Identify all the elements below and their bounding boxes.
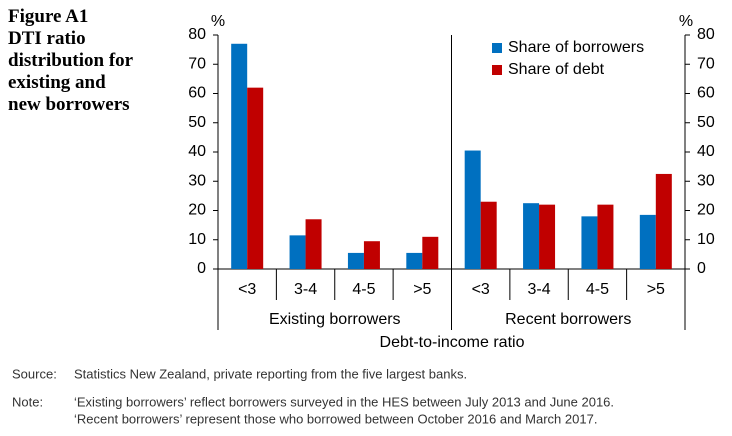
bar bbox=[289, 235, 306, 269]
x-tick-label: >5 bbox=[647, 281, 665, 298]
y-tick-label: 80 bbox=[188, 26, 206, 43]
chart-title: DTI ratio distribution for existing and … bbox=[8, 28, 133, 115]
y-tick-label: 70 bbox=[188, 55, 206, 72]
y2-tick-label: 40 bbox=[697, 143, 715, 160]
bar bbox=[247, 87, 264, 270]
bar bbox=[305, 219, 322, 269]
legend-label: Share of debt bbox=[508, 61, 605, 78]
group-label: Recent borrowers bbox=[505, 311, 631, 328]
title-block: Figure A1 DTI ratio distribution for exi… bbox=[8, 6, 138, 116]
legend-label: Share of borrowers bbox=[508, 39, 644, 56]
y-tick-label: 60 bbox=[188, 85, 206, 102]
x-tick-label: <3 bbox=[238, 281, 256, 298]
y-tick-label: 0 bbox=[197, 260, 206, 277]
x-tick-label: <3 bbox=[472, 281, 490, 298]
y-tick-label: 10 bbox=[188, 231, 206, 248]
source-text: Statistics New Zealand, private reportin… bbox=[74, 366, 467, 381]
bar bbox=[639, 214, 656, 269]
figure-label: Figure A1 bbox=[8, 6, 89, 27]
bar bbox=[422, 236, 439, 269]
y-tick-label: 30 bbox=[188, 172, 206, 189]
bar bbox=[464, 150, 481, 269]
bar bbox=[655, 173, 672, 269]
bar bbox=[363, 241, 380, 269]
bar bbox=[539, 204, 556, 269]
bar bbox=[231, 43, 248, 270]
bar bbox=[581, 216, 598, 269]
x-tick-label: 4-5 bbox=[586, 281, 609, 298]
y2-tick-label: 60 bbox=[697, 85, 715, 102]
x-tick-label: 4-5 bbox=[352, 281, 375, 298]
bar bbox=[523, 203, 540, 269]
group-label: Existing borrowers bbox=[269, 311, 401, 328]
y2-tick-label: 50 bbox=[697, 114, 715, 131]
bar bbox=[597, 204, 614, 269]
y2-tick-label: 30 bbox=[697, 172, 715, 189]
y-tick-label: 40 bbox=[188, 143, 206, 160]
x-tick-label: >5 bbox=[413, 281, 431, 298]
y-tick-label: 20 bbox=[188, 202, 206, 219]
y2-unit-label: % bbox=[679, 13, 693, 30]
note-text: ‘Existing borrowers’ reflect borrowers s… bbox=[74, 394, 614, 409]
bar bbox=[347, 252, 364, 269]
bar bbox=[480, 201, 497, 269]
y2-tick-label: 0 bbox=[697, 260, 706, 277]
x-axis-title: Debt-to-income ratio bbox=[380, 334, 525, 351]
x-tick-label: 3-4 bbox=[294, 281, 317, 298]
y-unit-label: % bbox=[211, 13, 225, 30]
note-label: Note: bbox=[12, 394, 43, 409]
y2-tick-label: 10 bbox=[697, 231, 715, 248]
legend-swatch bbox=[492, 43, 502, 53]
y2-tick-label: 70 bbox=[697, 55, 715, 72]
legend-swatch bbox=[492, 65, 502, 75]
y2-tick-label: 20 bbox=[697, 202, 715, 219]
y-tick-label: 50 bbox=[188, 114, 206, 131]
source-label: Source: bbox=[12, 366, 57, 381]
y2-tick-label: 80 bbox=[697, 26, 715, 43]
note-text: ‘Recent borrowers’ represent those who b… bbox=[74, 411, 597, 426]
x-tick-label: 3-4 bbox=[528, 281, 551, 298]
bar bbox=[406, 252, 423, 269]
